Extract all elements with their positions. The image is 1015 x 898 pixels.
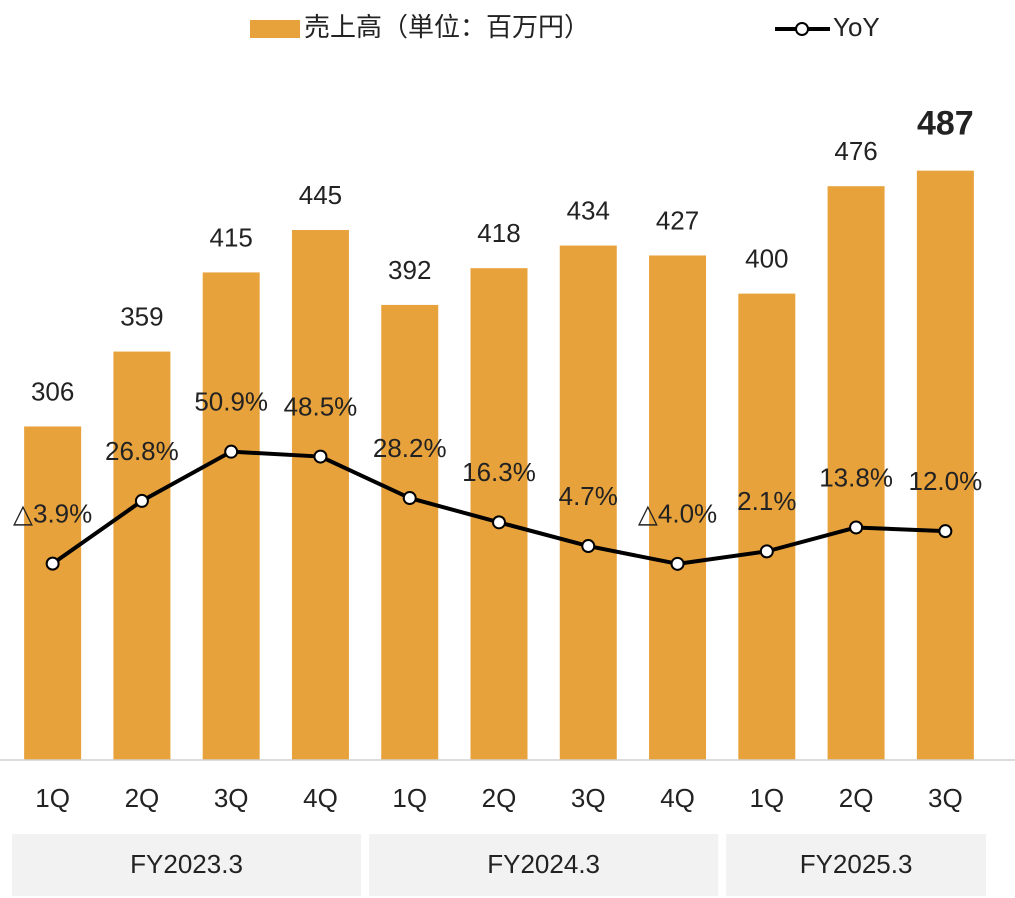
x-tick-label: 2Q	[482, 783, 517, 813]
bar	[24, 426, 82, 760]
yoy-value-label: 4.7%	[559, 481, 618, 511]
bar	[291, 230, 349, 760]
bar-value-label: 418	[477, 218, 520, 248]
yoy-value-label: △3.9%	[13, 499, 92, 529]
yoy-marker	[581, 539, 596, 554]
bar-value-label: 434	[567, 195, 610, 225]
legend-label: 売上高（単位：百万円）	[304, 12, 590, 42]
bar-value-label: 487	[917, 105, 974, 143]
yoy-value-label: △4.0%	[638, 499, 717, 529]
yoy-value-label: 26.8%	[105, 436, 179, 466]
yoy-marker	[134, 493, 149, 508]
yoy-value-label: 28.2%	[373, 433, 447, 463]
yoy-value-label: 2.1%	[737, 486, 796, 516]
yoy-value-label: 13.8%	[819, 462, 893, 492]
yoy-value-label: 16.3%	[462, 457, 536, 487]
x-tick-label: 1Q	[392, 783, 427, 813]
x-tick-label: 1Q	[35, 783, 70, 813]
group-label: FY2024.3	[487, 849, 600, 879]
bar-value-label: 306	[31, 376, 74, 406]
bar	[470, 268, 528, 760]
bar	[202, 272, 260, 760]
bar-value-label: 427	[656, 205, 699, 235]
x-tick-label: 3Q	[571, 783, 606, 813]
legend-marker	[795, 22, 809, 36]
bar-value-label: 400	[745, 243, 788, 273]
group-box	[369, 834, 719, 896]
bar	[113, 351, 171, 760]
bar-value-label: 445	[299, 180, 342, 210]
x-tick-label: 2Q	[125, 783, 160, 813]
group-box	[12, 834, 362, 896]
group-box	[726, 834, 986, 896]
yoy-marker	[759, 544, 774, 559]
x-tick-label: 2Q	[839, 783, 874, 813]
bar	[827, 186, 885, 761]
legend-label: YoY	[833, 12, 880, 42]
yoy-marker	[224, 444, 239, 459]
yoy-marker	[313, 449, 328, 464]
x-tick-label: 4Q	[303, 783, 338, 813]
yoy-marker	[402, 491, 417, 506]
x-tick-label: 4Q	[660, 783, 695, 813]
bar	[649, 255, 707, 760]
bar-value-label: 415	[209, 222, 252, 252]
x-tick-label: 1Q	[749, 783, 784, 813]
yoy-marker	[45, 556, 60, 571]
yoy-value-label: 12.0%	[908, 466, 982, 496]
yoy-marker	[670, 556, 685, 571]
group-label: FY2023.3	[130, 849, 243, 879]
legend-swatch	[250, 20, 300, 38]
x-tick-label: 3Q	[928, 783, 963, 813]
yoy-value-label: 50.9%	[194, 387, 268, 417]
x-tick-label: 3Q	[214, 783, 249, 813]
yoy-marker	[492, 515, 506, 530]
bar	[916, 170, 974, 760]
bar-value-label: 392	[388, 255, 431, 285]
bar-value-label: 476	[834, 136, 877, 166]
yoy-marker	[938, 524, 953, 539]
bar	[381, 304, 439, 760]
bar	[559, 245, 617, 761]
yoy-marker	[849, 520, 864, 535]
bar	[738, 293, 796, 760]
bar-value-label: 359	[120, 301, 163, 331]
yoy-value-label: 48.5%	[284, 391, 358, 421]
group-label: FY2025.3	[800, 849, 913, 879]
